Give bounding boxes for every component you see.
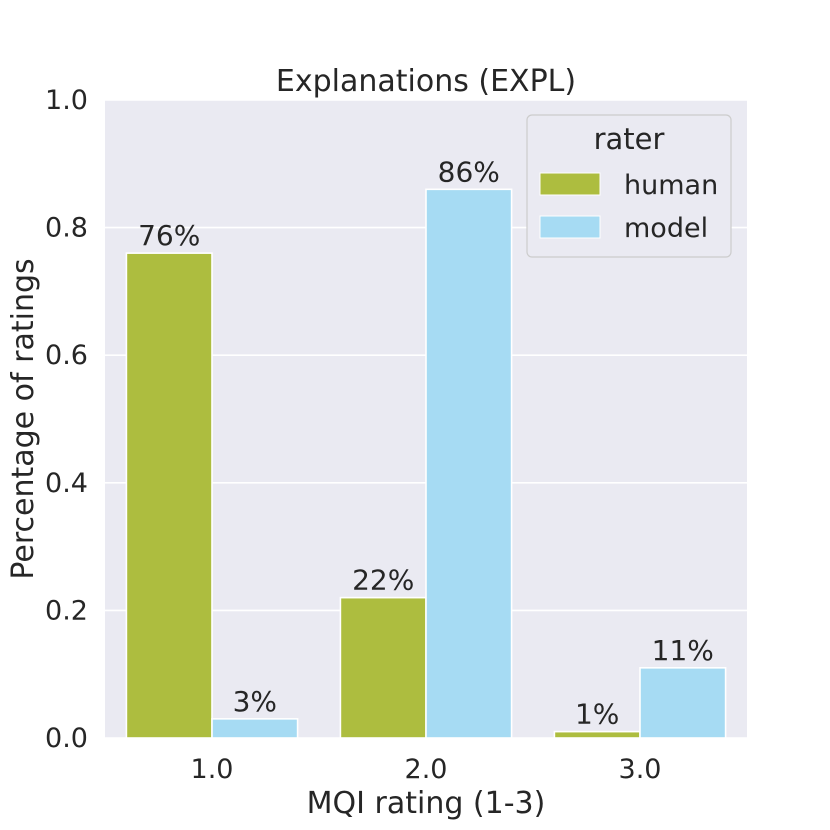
y-tick-label: 0.6 [45,340,88,371]
bar-human [125,252,213,739]
legend-label-model: model [624,213,708,244]
y-axis-label: Percentage of ratings [6,258,41,579]
legend: rater human model [526,114,732,258]
bars [125,188,727,739]
y-tick-labels: 0.0 0.2 0.4 0.6 0.8 1.0 [45,85,88,754]
x-axis-label: MQI rating (1-3) [307,786,546,821]
x-tick-labels: 1.0 2.0 3.0 [191,754,662,785]
legend-entries: human model [539,170,718,244]
data-label-human: 1% [575,698,619,731]
bar-human [553,730,641,739]
data-label-model: 11% [652,634,714,667]
chart-title: Explanations (EXPL) [276,64,576,99]
legend-label-human: human [624,170,718,201]
bar-model [425,188,513,739]
y-tick-label: 0.4 [45,468,88,499]
x-tick-label: 1.0 [191,754,234,785]
legend-swatch-human [539,172,601,196]
y-tick-label: 1.0 [45,85,88,116]
x-tick-label: 3.0 [619,754,662,785]
legend-title: rater [594,122,665,156]
y-tick-label: 0.0 [45,723,88,754]
x-tick-label: 2.0 [405,754,448,785]
bar-human [339,596,427,739]
bar-model [639,667,727,739]
data-label-human: 76% [138,219,200,252]
y-tick-label: 0.8 [45,213,88,244]
data-label-model: 3% [233,685,277,718]
data-label-model: 86% [438,155,500,188]
legend-swatch-model [539,215,601,239]
bar-model [211,718,299,739]
data-labels: 76% 3% 22% 86% 1% 11% [138,155,714,730]
y-tick-label: 0.2 [45,595,88,626]
data-label-human: 22% [352,564,414,597]
